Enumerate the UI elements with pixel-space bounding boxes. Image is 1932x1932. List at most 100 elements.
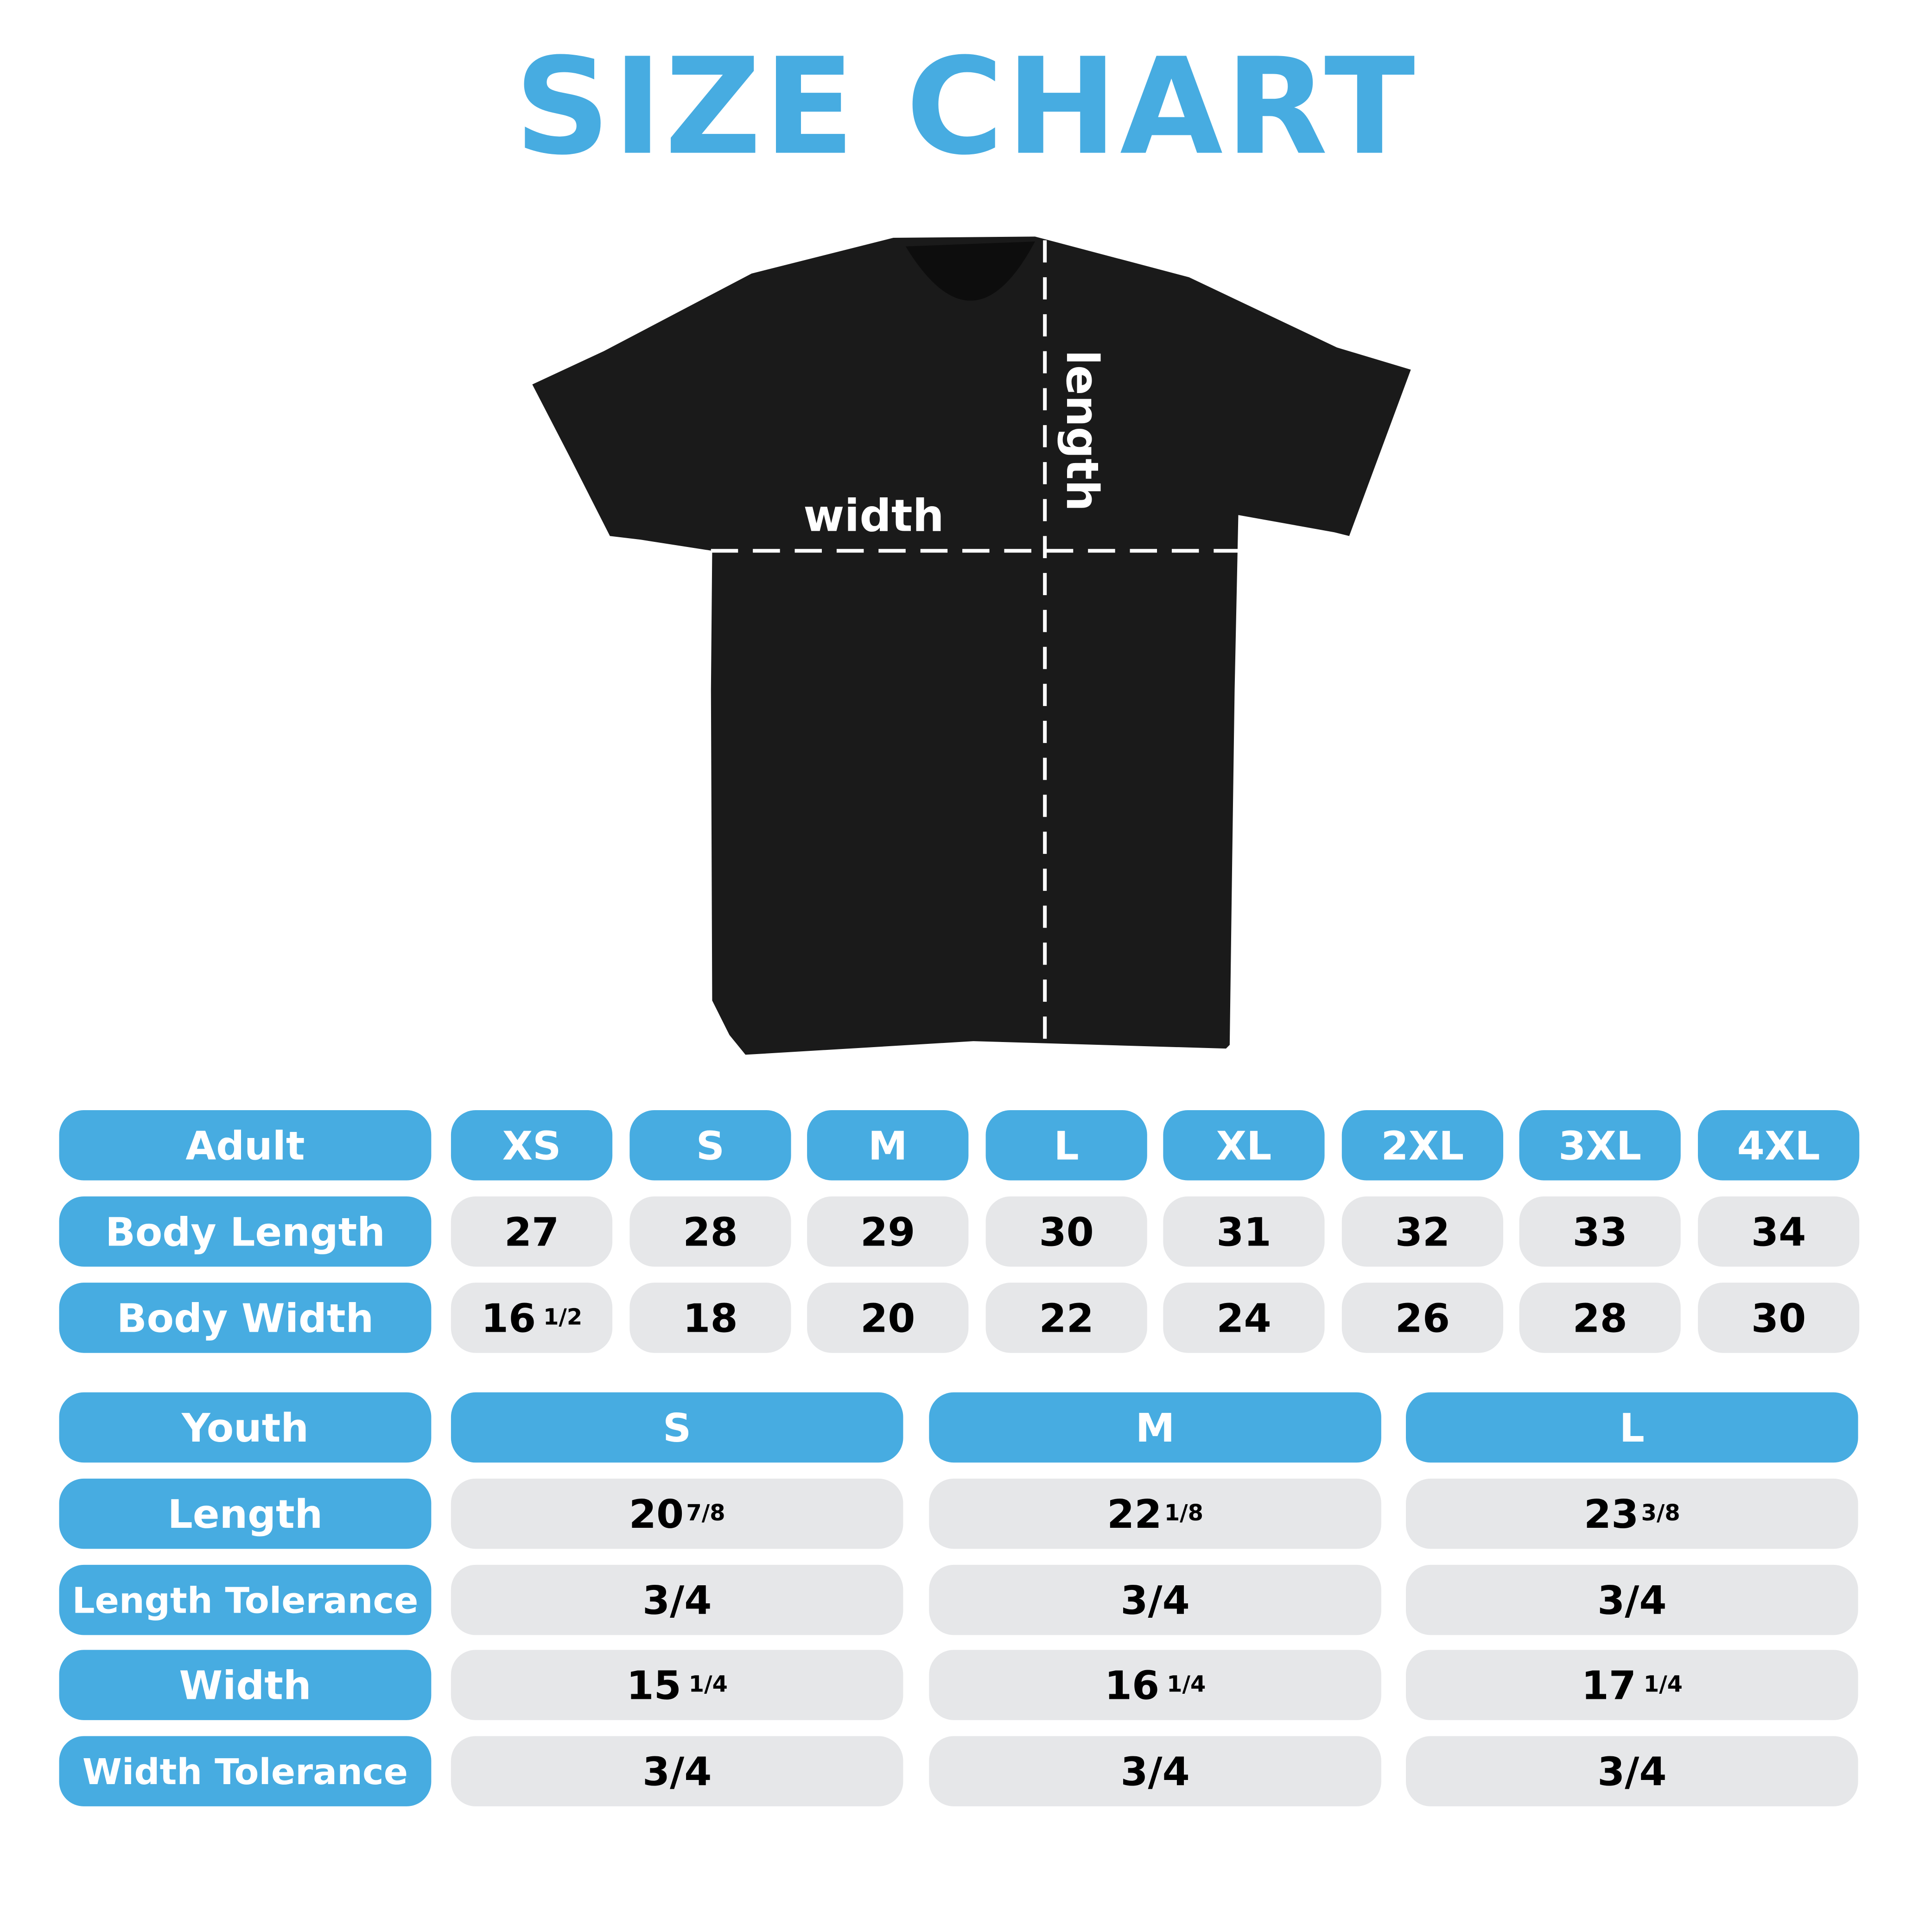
cell-value: 3/4 bbox=[642, 1576, 712, 1624]
cell-value: 28 bbox=[683, 1208, 738, 1255]
size-label: M bbox=[1135, 1404, 1175, 1451]
cell-fraction: 1/4 bbox=[1643, 1672, 1683, 1698]
table-cell: 27 bbox=[451, 1196, 613, 1267]
table-cell: 3/4 bbox=[451, 1736, 903, 1806]
table-cell: 28 bbox=[629, 1196, 791, 1267]
table-cell: 29 bbox=[807, 1196, 969, 1267]
table-cell: 34 bbox=[1697, 1196, 1860, 1267]
size-label: 4XL bbox=[1737, 1122, 1820, 1169]
table-cell: 22 1/8 bbox=[929, 1478, 1381, 1549]
youth-row-label: Length bbox=[59, 1478, 432, 1549]
cell-value: 32 bbox=[1395, 1208, 1450, 1255]
adult-row-label: Body Length bbox=[59, 1196, 432, 1267]
size-header: XL bbox=[1163, 1110, 1325, 1181]
cell-value: 16 bbox=[481, 1294, 536, 1341]
table-cell: 22 bbox=[985, 1283, 1147, 1353]
table-cell: 16 1/4 bbox=[929, 1650, 1381, 1720]
row-label: Length bbox=[167, 1490, 323, 1538]
size-header: XS bbox=[451, 1110, 613, 1181]
table-cell: 16 1/2 bbox=[451, 1283, 613, 1353]
cell-fraction: 3/8 bbox=[1641, 1500, 1680, 1527]
cell-value: 17 bbox=[1581, 1661, 1636, 1709]
cell-value: 26 bbox=[1395, 1294, 1450, 1341]
cell-value: 18 bbox=[683, 1294, 738, 1341]
size-label: L bbox=[1054, 1122, 1079, 1169]
cell-value: 30 bbox=[1751, 1294, 1806, 1341]
cell-value: 29 bbox=[860, 1208, 915, 1255]
row-label: Body Width bbox=[116, 1294, 374, 1341]
table-cell: 17 1/4 bbox=[1406, 1650, 1858, 1720]
table-cell: 31 bbox=[1163, 1196, 1325, 1267]
table-cell: 30 bbox=[1697, 1283, 1860, 1353]
size-label: 3XL bbox=[1558, 1122, 1642, 1169]
cell-value: 3/4 bbox=[1120, 1748, 1190, 1795]
table-cell: 3/4 bbox=[929, 1736, 1381, 1806]
table-cell: 28 bbox=[1519, 1283, 1681, 1353]
row-label: Body Length bbox=[105, 1208, 385, 1255]
row-label: Width Tolerance bbox=[82, 1750, 408, 1792]
table-cell: 20 bbox=[807, 1283, 969, 1353]
size-label: S bbox=[696, 1122, 725, 1169]
cell-fraction: 1/2 bbox=[543, 1305, 583, 1331]
cell-fraction: 7/8 bbox=[686, 1500, 725, 1527]
cell-value: 22 bbox=[1039, 1294, 1094, 1341]
cell-value: 31 bbox=[1216, 1208, 1271, 1255]
row-label: Width bbox=[179, 1661, 311, 1709]
cell-fraction: 1/8 bbox=[1164, 1500, 1203, 1527]
size-header: 3XL bbox=[1519, 1110, 1681, 1181]
size-label: XS bbox=[502, 1122, 561, 1169]
size-header: S bbox=[451, 1392, 903, 1463]
table-cell: 18 bbox=[629, 1283, 791, 1353]
size-header: S bbox=[629, 1110, 791, 1181]
cell-value: 28 bbox=[1572, 1294, 1627, 1341]
size-label: XL bbox=[1216, 1122, 1272, 1169]
table-cell: 32 bbox=[1341, 1196, 1504, 1267]
youth-header: Youth bbox=[59, 1392, 432, 1463]
cell-value: 20 bbox=[860, 1294, 915, 1341]
table-cell: 3/4 bbox=[451, 1564, 903, 1635]
cell-value: 20 bbox=[629, 1490, 684, 1538]
length-label: length bbox=[1056, 350, 1108, 511]
cell-value: 24 bbox=[1216, 1294, 1271, 1341]
size-label: M bbox=[868, 1122, 908, 1169]
adult-row-label: Body Width bbox=[59, 1283, 432, 1353]
cell-fraction: 1/4 bbox=[1167, 1672, 1206, 1698]
cell-fraction: 1/4 bbox=[688, 1672, 728, 1698]
row-label: Length Tolerance bbox=[72, 1579, 419, 1621]
size-header: M bbox=[807, 1110, 969, 1181]
cell-value: 3/4 bbox=[1597, 1748, 1667, 1795]
adult-header: Adult bbox=[59, 1110, 432, 1181]
cell-value: 15 bbox=[626, 1661, 681, 1709]
table-cell: 23 3/8 bbox=[1406, 1478, 1858, 1549]
cell-value: 22 bbox=[1107, 1490, 1162, 1538]
size-header: 4XL bbox=[1697, 1110, 1860, 1181]
table-cell: 30 bbox=[985, 1196, 1147, 1267]
width-label: width bbox=[803, 490, 944, 542]
size-header: M bbox=[929, 1392, 1381, 1463]
page-title: SIZE CHART bbox=[514, 31, 1418, 185]
cell-value: 23 bbox=[1583, 1490, 1639, 1538]
cell-value: 3/4 bbox=[642, 1748, 712, 1795]
cell-value: 34 bbox=[1751, 1208, 1806, 1255]
cell-value: 16 bbox=[1104, 1661, 1160, 1709]
cell-value: 3/4 bbox=[1597, 1576, 1667, 1624]
table-cell: 24 bbox=[1163, 1283, 1325, 1353]
size-label: 2XL bbox=[1381, 1122, 1464, 1169]
collar bbox=[905, 242, 1035, 301]
size-header: L bbox=[985, 1110, 1147, 1181]
youth-row-label: Width bbox=[59, 1650, 432, 1720]
cell-value: 33 bbox=[1572, 1208, 1627, 1255]
table-cell: 15 1/4 bbox=[451, 1650, 903, 1720]
row-label: Adult bbox=[185, 1122, 305, 1169]
size-header: L bbox=[1406, 1392, 1858, 1463]
youth-row-label: Length Tolerance bbox=[59, 1564, 432, 1635]
table-cell: 3/4 bbox=[1406, 1736, 1858, 1806]
cell-value: 3/4 bbox=[1120, 1576, 1190, 1624]
tshirt-icon bbox=[532, 236, 1411, 1055]
table-cell: 3/4 bbox=[1406, 1564, 1858, 1635]
size-header: 2XL bbox=[1341, 1110, 1504, 1181]
table-cell: 3/4 bbox=[929, 1564, 1381, 1635]
size-label: L bbox=[1619, 1404, 1645, 1451]
row-label: Youth bbox=[181, 1404, 309, 1451]
